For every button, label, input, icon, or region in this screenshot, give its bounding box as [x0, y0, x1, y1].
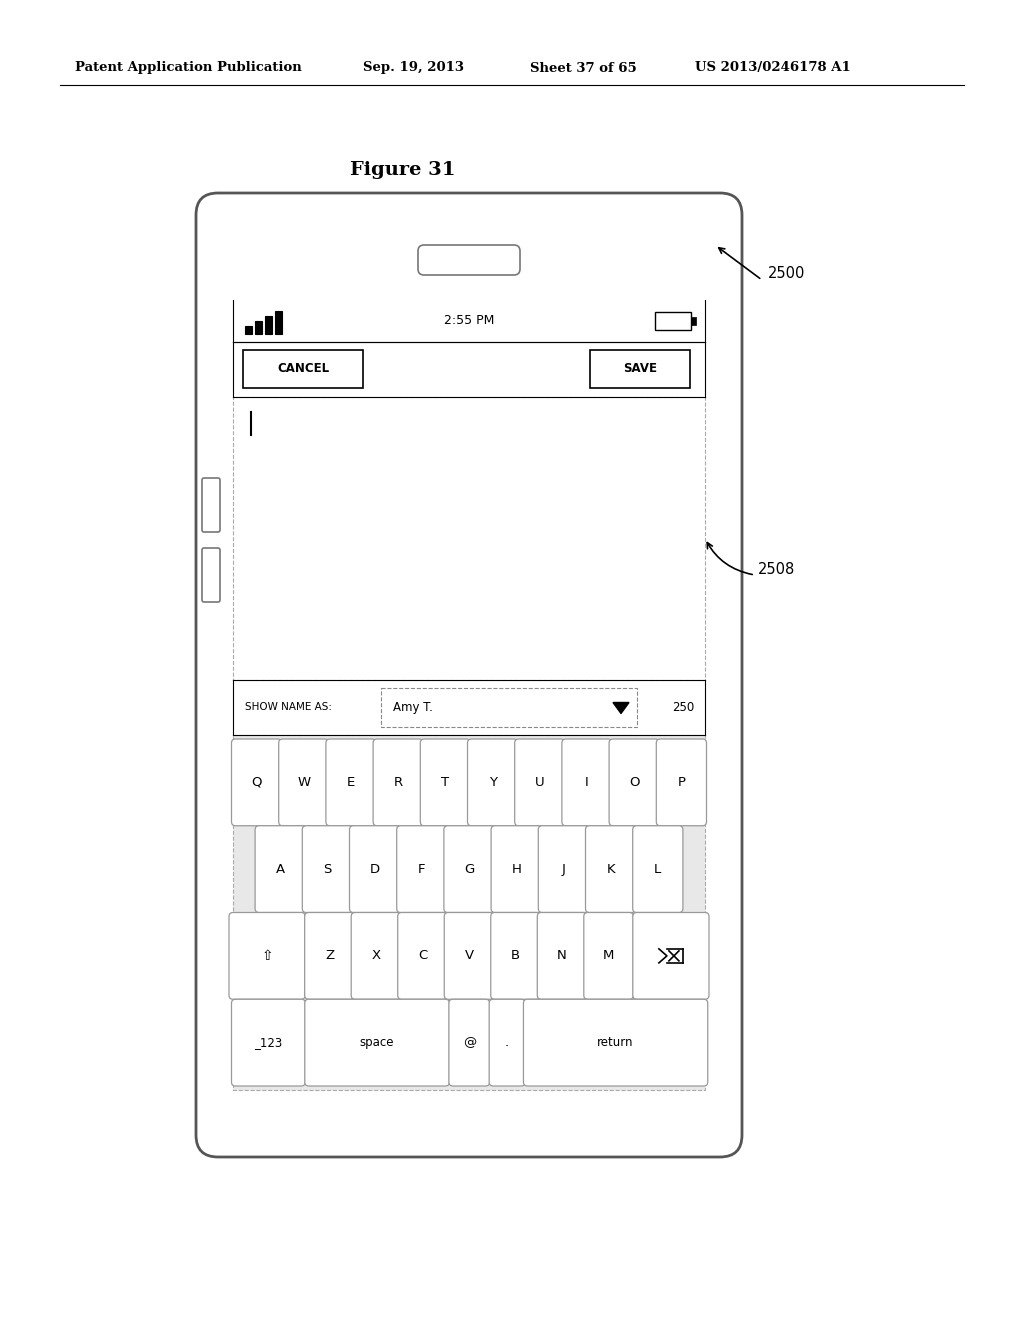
Text: L: L: [654, 863, 662, 875]
Text: J: J: [561, 863, 565, 875]
Text: B: B: [511, 949, 520, 962]
Text: Q: Q: [251, 776, 262, 789]
Text: E: E: [347, 776, 355, 789]
Text: 250: 250: [672, 701, 694, 714]
FancyBboxPatch shape: [539, 826, 589, 912]
FancyBboxPatch shape: [515, 739, 565, 826]
Text: G: G: [464, 863, 474, 875]
FancyBboxPatch shape: [420, 739, 470, 826]
Text: 2500: 2500: [768, 265, 805, 281]
Text: H: H: [511, 863, 521, 875]
Text: .: .: [505, 1036, 509, 1049]
Bar: [691, 317, 696, 325]
FancyBboxPatch shape: [444, 912, 494, 999]
Bar: [255, 321, 262, 334]
Text: V: V: [465, 949, 473, 962]
FancyBboxPatch shape: [351, 912, 400, 999]
Text: X: X: [372, 949, 381, 962]
Text: Sep. 19, 2013: Sep. 19, 2013: [362, 62, 464, 74]
Text: space: space: [359, 1036, 394, 1049]
FancyBboxPatch shape: [231, 739, 282, 826]
Bar: [265, 315, 272, 334]
Text: F: F: [418, 863, 426, 875]
Bar: [655, 312, 691, 330]
FancyBboxPatch shape: [492, 826, 542, 912]
Bar: [245, 326, 252, 334]
Text: K: K: [606, 863, 615, 875]
Text: US 2013/0246178 A1: US 2013/0246178 A1: [695, 62, 851, 74]
Text: P: P: [678, 776, 685, 789]
Text: Sheet 37 of 65: Sheet 37 of 65: [530, 62, 637, 74]
Text: Figure 31: Figure 31: [350, 161, 456, 180]
FancyBboxPatch shape: [196, 193, 742, 1158]
Text: N: N: [557, 949, 567, 962]
FancyBboxPatch shape: [538, 912, 587, 999]
FancyBboxPatch shape: [586, 826, 636, 912]
FancyBboxPatch shape: [202, 548, 220, 602]
Text: W: W: [297, 776, 310, 789]
FancyBboxPatch shape: [449, 999, 489, 1086]
Text: Patent Application Publication: Patent Application Publication: [75, 62, 302, 74]
Text: 2:55 PM: 2:55 PM: [443, 314, 495, 327]
Text: U: U: [535, 776, 545, 789]
FancyBboxPatch shape: [397, 912, 447, 999]
Bar: [233, 397, 705, 680]
FancyBboxPatch shape: [584, 912, 633, 999]
Text: Amy T.: Amy T.: [393, 701, 433, 714]
Text: Z: Z: [325, 949, 334, 962]
Bar: [233, 735, 705, 1090]
FancyBboxPatch shape: [255, 826, 305, 912]
Text: D: D: [370, 863, 380, 875]
Text: I: I: [585, 776, 589, 789]
Text: @: @: [463, 1036, 476, 1049]
FancyBboxPatch shape: [443, 826, 495, 912]
Polygon shape: [613, 702, 629, 714]
FancyBboxPatch shape: [279, 739, 329, 826]
FancyBboxPatch shape: [202, 478, 220, 532]
FancyBboxPatch shape: [656, 739, 707, 826]
FancyBboxPatch shape: [305, 999, 450, 1086]
Text: SAVE: SAVE: [623, 363, 657, 375]
Text: C: C: [418, 949, 427, 962]
Text: A: A: [275, 863, 285, 875]
FancyBboxPatch shape: [562, 739, 612, 826]
FancyBboxPatch shape: [302, 826, 352, 912]
Text: CANCEL: CANCEL: [276, 363, 329, 375]
Bar: [243, 350, 362, 388]
Text: SHOW NAME AS:: SHOW NAME AS:: [245, 702, 332, 713]
FancyBboxPatch shape: [418, 246, 520, 275]
Text: M: M: [603, 949, 614, 962]
FancyBboxPatch shape: [349, 826, 399, 912]
Text: S: S: [324, 863, 332, 875]
Text: T: T: [441, 776, 450, 789]
Bar: [590, 350, 690, 388]
Text: R: R: [393, 776, 402, 789]
FancyBboxPatch shape: [633, 912, 709, 999]
Text: Y: Y: [488, 776, 497, 789]
FancyBboxPatch shape: [396, 826, 446, 912]
FancyBboxPatch shape: [229, 912, 305, 999]
FancyBboxPatch shape: [609, 739, 659, 826]
Text: 2508: 2508: [758, 562, 796, 578]
Text: return: return: [597, 1036, 634, 1049]
FancyBboxPatch shape: [490, 912, 541, 999]
FancyBboxPatch shape: [373, 739, 423, 826]
Bar: [381, 688, 637, 727]
Text: ⇧: ⇧: [261, 949, 273, 962]
FancyBboxPatch shape: [305, 912, 354, 999]
FancyBboxPatch shape: [468, 739, 518, 826]
Text: _123: _123: [254, 1036, 283, 1049]
FancyBboxPatch shape: [633, 826, 683, 912]
Text: O: O: [629, 776, 639, 789]
FancyBboxPatch shape: [326, 739, 376, 826]
FancyBboxPatch shape: [489, 999, 525, 1086]
FancyBboxPatch shape: [231, 999, 305, 1086]
Bar: [275, 312, 282, 334]
FancyBboxPatch shape: [523, 999, 708, 1086]
